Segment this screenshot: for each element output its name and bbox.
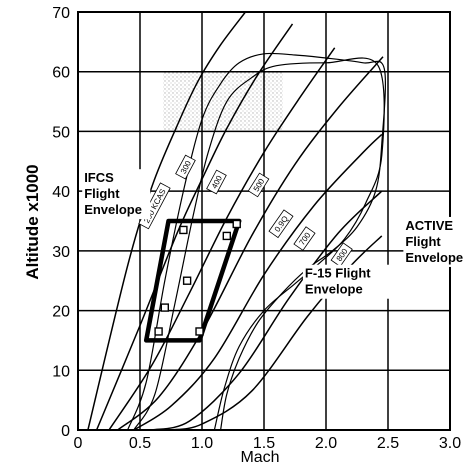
annotation-ifcs-line: IFCS <box>84 170 114 185</box>
y-tick-label: 30 <box>52 244 70 261</box>
test-point <box>160 303 170 312</box>
curve-label-800: 800 <box>330 242 353 268</box>
y-tick-label: 70 <box>52 5 70 22</box>
series-q-0.9 <box>133 133 383 430</box>
annotation-active-line: Envelope <box>405 250 463 265</box>
test-point <box>182 276 192 285</box>
x-tick-label: 0.5 <box>129 435 151 452</box>
stippled-region-upper <box>163 72 283 130</box>
annotation-active-line: ACTIVE <box>405 218 453 233</box>
tick-labels: 0 0.5 1.0 1.5 2.0 2.5 3.0 0 10 20 30 40 50 60 70 <box>52 5 461 452</box>
series-kcas-400 <box>108 47 336 430</box>
x-tick-label: 2.0 <box>315 435 337 452</box>
y-tick-label: 60 <box>52 65 70 82</box>
annotation-bg-active <box>403 216 470 267</box>
annotation-bg-ifcs <box>82 169 151 220</box>
annotation-f15-line: Envelope <box>305 282 363 297</box>
x-axis-label: Mach <box>240 449 279 466</box>
curve-label-300: 300 <box>175 154 196 180</box>
curve-label-0-9q: 0.9Q <box>268 209 294 239</box>
x-tick-label: 2.5 <box>377 435 399 452</box>
curve-label-700: 700 <box>293 226 316 251</box>
y-tick-label: 0 <box>61 423 70 440</box>
annotation-bg-f15 <box>302 264 395 299</box>
y-axis-label: Altitude x1000 <box>23 164 42 279</box>
y-tick-label: 50 <box>52 124 70 141</box>
shaded-regions <box>163 72 283 130</box>
annotation-ifcs-line: Flight <box>84 186 120 201</box>
y-tick-label: 40 <box>52 184 70 201</box>
test-point <box>232 219 241 229</box>
x-tick-label: 3.0 <box>439 435 461 452</box>
curve-label-box <box>175 154 196 180</box>
test-point <box>195 327 204 336</box>
curve-label-box <box>247 172 270 198</box>
y-tick-label: 20 <box>52 304 70 321</box>
series-active-envelope <box>127 52 386 430</box>
series-kcas-700 <box>152 190 383 430</box>
series-kcas-300 <box>95 23 294 430</box>
annotation-ifcs-line: Envelope <box>84 202 142 217</box>
curve-label-500: 500 <box>247 172 270 198</box>
x-tick-label: 1.5 <box>253 435 275 452</box>
x-tick-label: 0 <box>74 435 83 452</box>
test-point <box>154 327 163 336</box>
y-tick-label: 10 <box>52 363 70 380</box>
curve-label-box <box>268 209 294 239</box>
annotations: IFCSFlightEnvelopeACTIVEFlightEnvelopeF-… <box>82 169 470 299</box>
grid <box>78 12 450 430</box>
curve-label-box <box>206 169 227 195</box>
series-kcas-200 <box>87 12 247 430</box>
annotation-active-line: Flight <box>405 234 441 249</box>
series-kcas-500 <box>117 56 384 430</box>
test-point <box>222 231 232 241</box>
series-f15-envelope <box>133 57 385 430</box>
x-tick-label: 1.0 <box>191 435 213 452</box>
curve-label-400: 400 <box>206 169 227 195</box>
curve-label-box <box>330 242 353 268</box>
test-points <box>154 219 241 336</box>
annotation-f15-line: F-15 Flight <box>305 266 371 281</box>
test-point <box>179 225 188 235</box>
curve-label-box <box>293 226 316 251</box>
